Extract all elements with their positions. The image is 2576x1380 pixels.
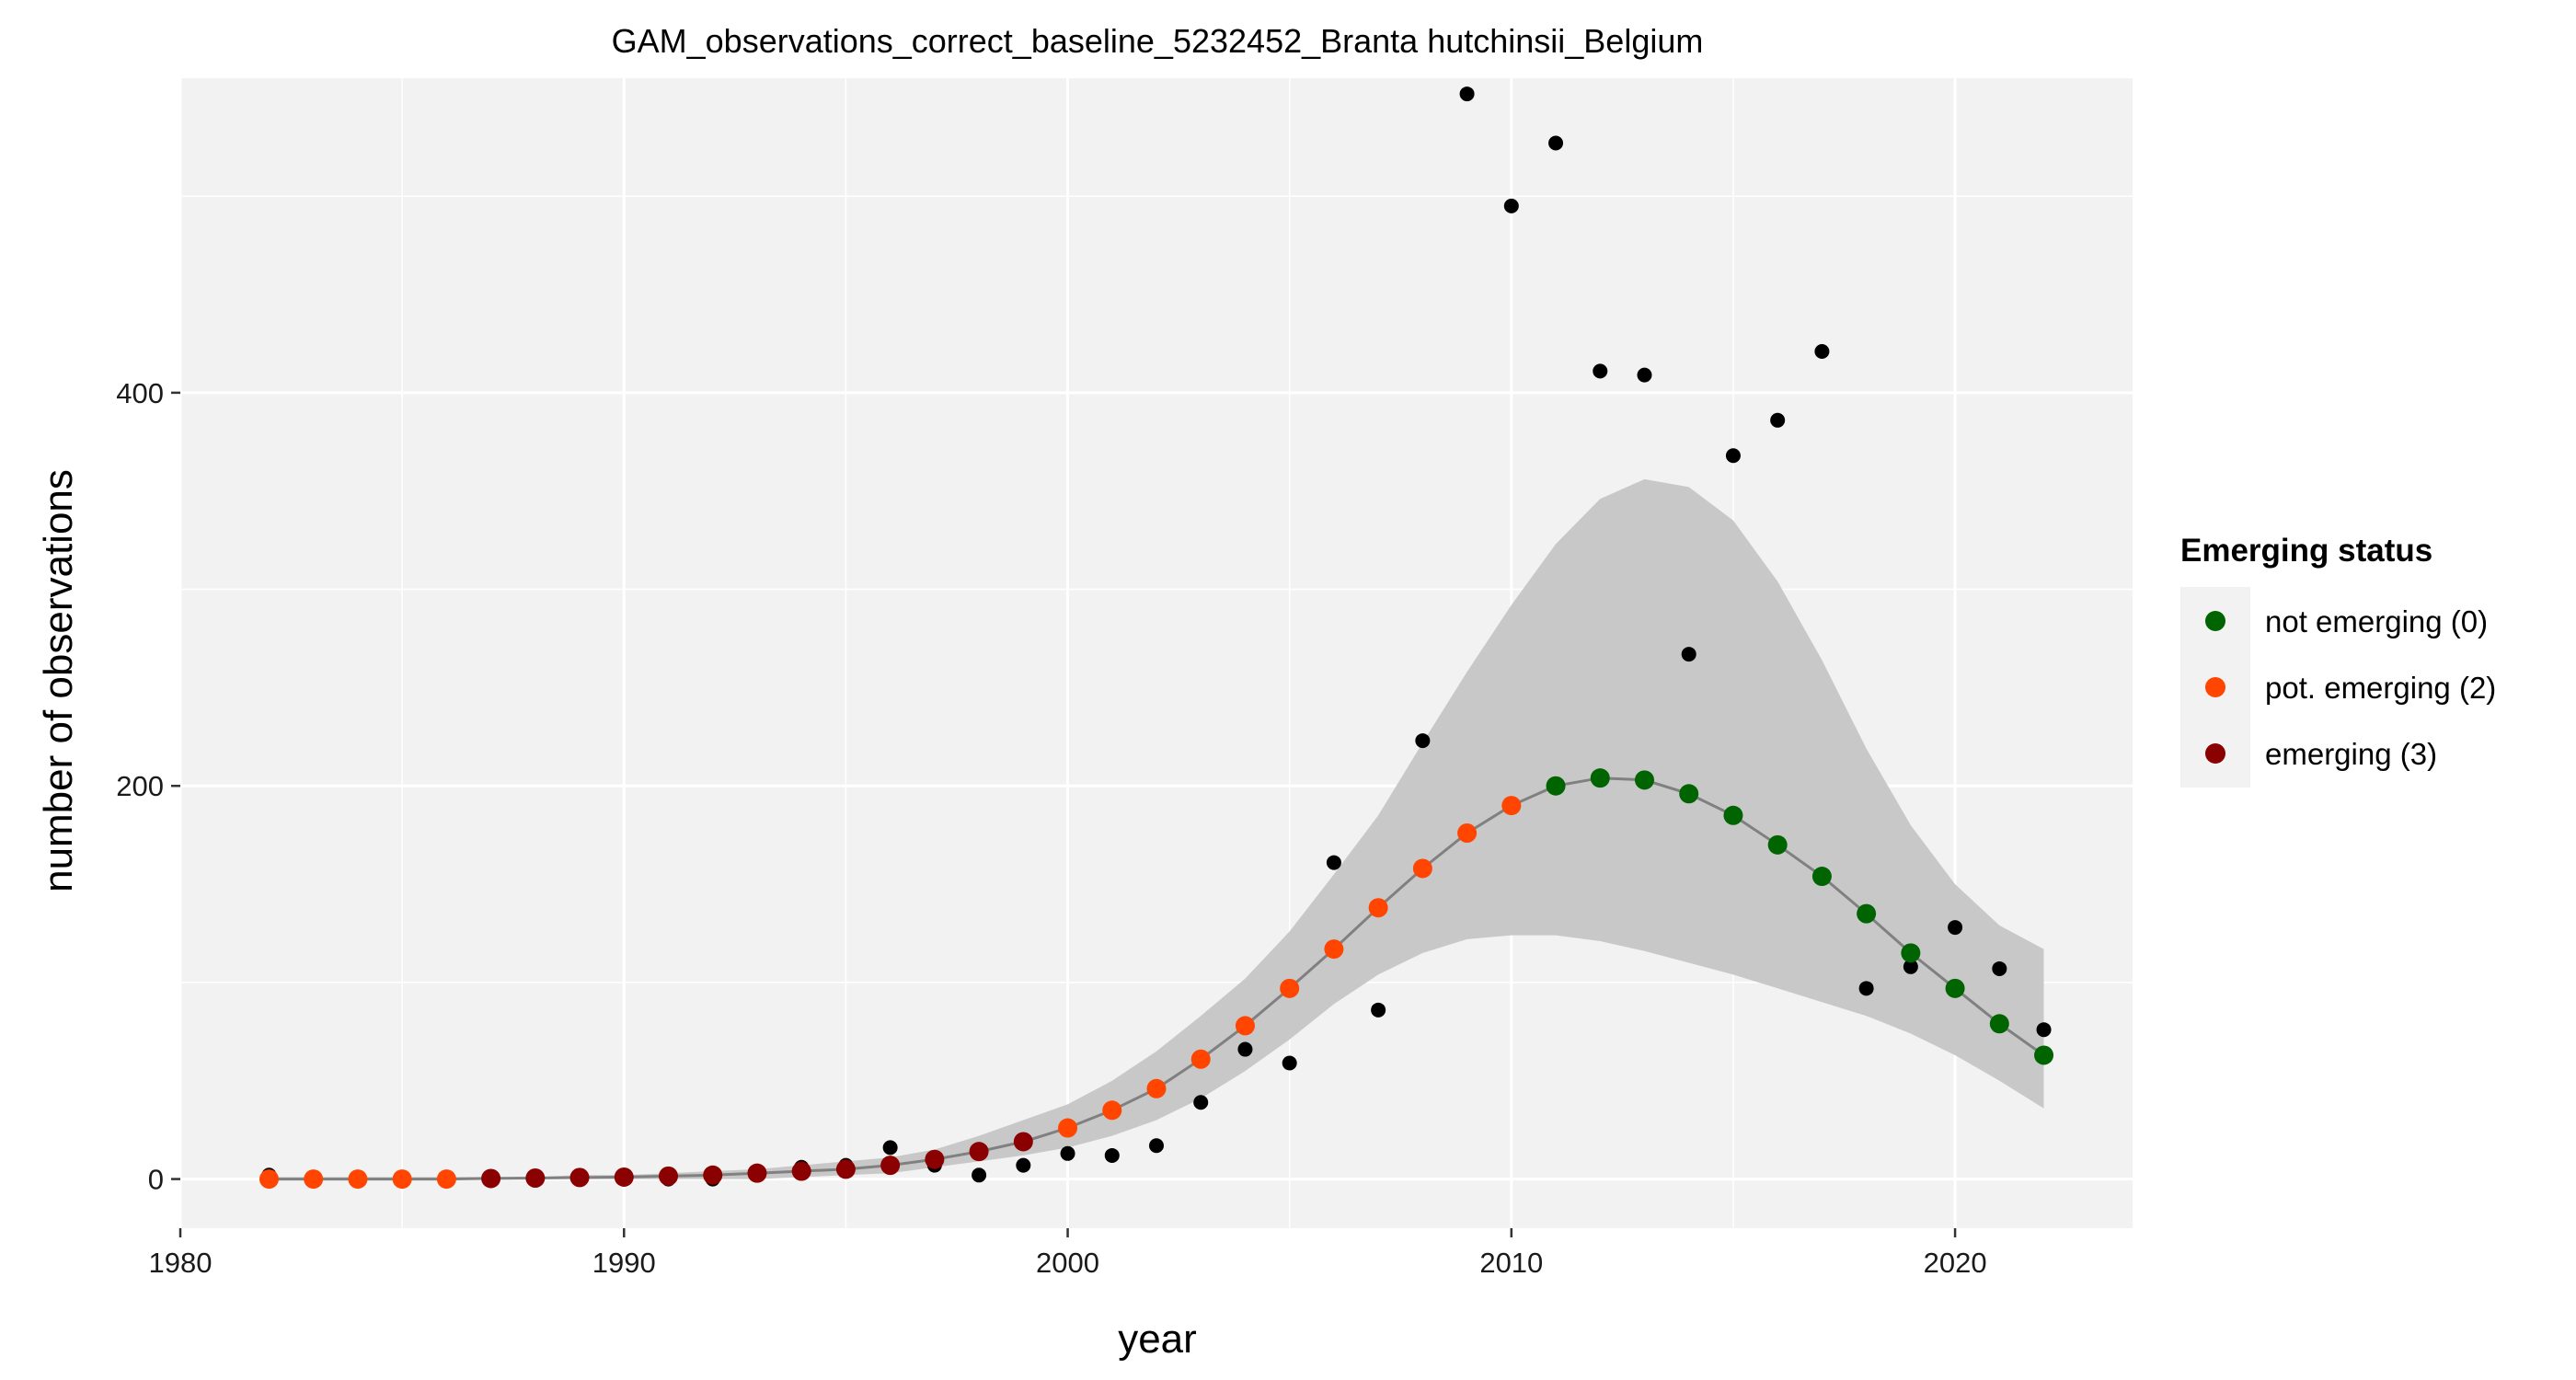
fitted-point bbox=[1857, 903, 1877, 924]
observation-point bbox=[1282, 1055, 1297, 1071]
observation-point bbox=[1016, 1157, 1031, 1173]
legend-key bbox=[2205, 611, 2225, 631]
x-axis-title: year bbox=[1118, 1317, 1197, 1362]
fitted-point bbox=[1324, 939, 1344, 960]
fitted-point bbox=[525, 1168, 546, 1189]
minor-gridlines bbox=[180, 78, 2133, 1228]
fitted-point bbox=[1635, 770, 1654, 790]
observation-point bbox=[1149, 1138, 1164, 1154]
x-tick-label: 2020 bbox=[1924, 1247, 1987, 1279]
x-tick-label: 1980 bbox=[149, 1247, 213, 1279]
legend-key bbox=[2205, 677, 2225, 697]
fitted-point bbox=[1679, 784, 1699, 804]
observation-point bbox=[1948, 920, 1963, 936]
fitted-point bbox=[1412, 858, 1432, 879]
fitted-point bbox=[1989, 1014, 2009, 1034]
fitted-point bbox=[659, 1166, 678, 1186]
observation-point bbox=[2036, 1022, 2052, 1038]
fitted-point bbox=[259, 1169, 279, 1190]
x-tick-label: 2000 bbox=[1036, 1247, 1099, 1279]
observation-point bbox=[1548, 135, 1564, 151]
fitted-point bbox=[304, 1169, 324, 1190]
fitted-point bbox=[1901, 943, 1921, 963]
fitted-point bbox=[1723, 805, 1743, 825]
fitted-point bbox=[1945, 978, 1965, 998]
fitted-point bbox=[835, 1159, 856, 1179]
x-axis: 1980 1990 2000 2010 2020 bbox=[149, 1228, 1987, 1279]
fitted-point bbox=[1013, 1132, 1033, 1152]
fitted-point bbox=[1280, 978, 1300, 998]
fitted-point bbox=[1235, 1016, 1255, 1036]
fitted-point bbox=[925, 1149, 945, 1169]
fitted-point bbox=[1457, 823, 1478, 844]
fitted-point bbox=[1190, 1049, 1211, 1069]
fitted-point bbox=[348, 1169, 368, 1190]
fitted-point bbox=[1146, 1078, 1167, 1098]
fitted-point bbox=[1546, 776, 1566, 796]
fitted-point bbox=[481, 1168, 501, 1189]
observation-point bbox=[1681, 647, 1696, 662]
fitted-point bbox=[703, 1165, 723, 1185]
fitted-point bbox=[747, 1163, 767, 1183]
fitted-point bbox=[1811, 867, 1832, 887]
observation-point bbox=[1371, 1002, 1386, 1018]
y-axis: 0 200 400 bbox=[116, 377, 180, 1196]
observation-point bbox=[1326, 855, 1341, 870]
fitted-point bbox=[2034, 1045, 2054, 1065]
observation-point bbox=[1060, 1145, 1075, 1161]
fitted-point bbox=[436, 1169, 456, 1190]
fitted-point bbox=[1590, 768, 1610, 788]
x-tick-label: 1990 bbox=[592, 1247, 656, 1279]
confidence-band bbox=[269, 478, 2044, 1179]
observation-point bbox=[1503, 198, 1519, 213]
observation-point bbox=[1104, 1147, 1120, 1163]
fitted-point bbox=[880, 1156, 901, 1176]
fitted-point bbox=[569, 1167, 590, 1188]
y-tick-label: 0 bbox=[148, 1164, 164, 1196]
legend-label: not emerging (0) bbox=[2265, 604, 2488, 638]
fitted-point bbox=[1501, 796, 1522, 816]
observation-point bbox=[1725, 448, 1741, 464]
legend-label: emerging (3) bbox=[2265, 737, 2437, 771]
chart-title: GAM_observations_correct_baseline_523245… bbox=[612, 22, 1704, 60]
y-axis-title: number of observations bbox=[36, 469, 81, 892]
observation-point bbox=[1637, 367, 1652, 383]
observation-point bbox=[1992, 960, 2007, 976]
observation-point bbox=[1193, 1095, 1209, 1110]
observation-point bbox=[1814, 344, 1830, 360]
fitted-point bbox=[1368, 898, 1388, 918]
legend: Emerging status not emerging (0) pot. eme… bbox=[2180, 533, 2496, 788]
legend-title: Emerging status bbox=[2180, 533, 2432, 569]
observation-point bbox=[1237, 1041, 1253, 1057]
observation-point bbox=[1903, 959, 1918, 974]
legend-key bbox=[2205, 743, 2225, 764]
observation-point bbox=[882, 1140, 898, 1156]
observation-point bbox=[1459, 86, 1475, 102]
fitted-point bbox=[614, 1167, 634, 1187]
fitted-points bbox=[259, 768, 2054, 1190]
fitted-point bbox=[1058, 1118, 1078, 1138]
fitted-point bbox=[1102, 1100, 1122, 1121]
observation-point bbox=[972, 1167, 987, 1183]
y-tick-label: 400 bbox=[116, 377, 164, 409]
fitted-point bbox=[791, 1161, 811, 1181]
observation-point bbox=[1770, 412, 1786, 428]
y-tick-label: 200 bbox=[116, 770, 164, 802]
observation-point bbox=[1858, 981, 1874, 996]
x-tick-label: 2010 bbox=[1479, 1247, 1543, 1279]
legend-label: pot. emerging (2) bbox=[2265, 671, 2496, 705]
observation-point bbox=[1593, 363, 1608, 379]
fitted-point bbox=[969, 1142, 989, 1162]
observation-point bbox=[1415, 733, 1431, 749]
fitted-point bbox=[1767, 834, 1788, 855]
fitted-point bbox=[392, 1169, 412, 1190]
